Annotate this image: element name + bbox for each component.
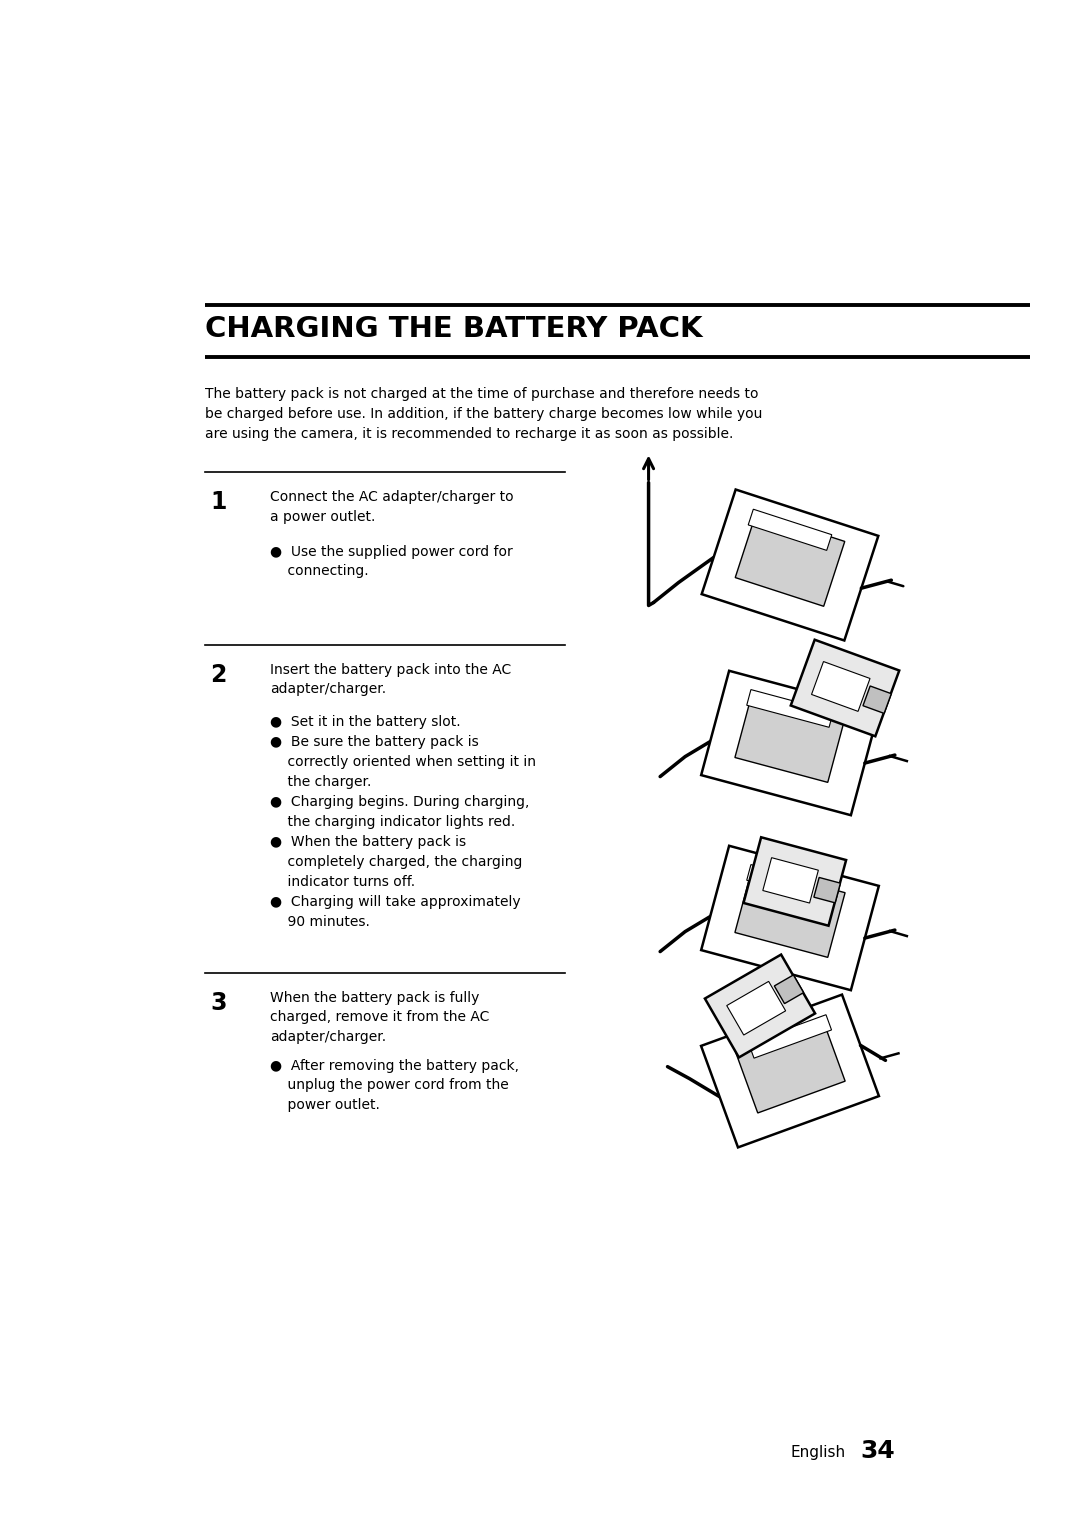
Polygon shape <box>774 976 804 1003</box>
Polygon shape <box>702 489 878 641</box>
Text: When the battery pack is fully
charged, remove it from the AC
adapter/charger.: When the battery pack is fully charged, … <box>270 991 489 1044</box>
Polygon shape <box>814 878 840 902</box>
Polygon shape <box>735 512 845 607</box>
Text: ●  After removing the battery pack,
    unplug the power cord from the
    power: ● After removing the battery pack, unplu… <box>270 1060 519 1112</box>
Text: ●  Set it in the battery slot.
●  Be sure the battery pack is
    correctly orie: ● Set it in the battery slot. ● Be sure … <box>270 716 536 930</box>
Text: ●  Use the supplied power cord for
    connecting.: ● Use the supplied power cord for connec… <box>270 544 513 578</box>
Text: 2: 2 <box>210 664 227 687</box>
Text: The battery pack is not charged at the time of purchase and therefore needs to
b: The battery pack is not charged at the t… <box>205 387 762 440</box>
Polygon shape <box>863 687 891 714</box>
Polygon shape <box>811 662 870 711</box>
Polygon shape <box>791 639 900 737</box>
Text: 3: 3 <box>210 991 227 1015</box>
Polygon shape <box>746 690 834 728</box>
Polygon shape <box>701 846 879 991</box>
Polygon shape <box>734 693 845 783</box>
Text: CHARGING THE BATTERY PACK: CHARGING THE BATTERY PACK <box>205 315 702 342</box>
Text: Connect the AC adapter/charger to
a power outlet.: Connect the AC adapter/charger to a powe… <box>270 489 514 523</box>
Polygon shape <box>701 671 879 815</box>
Polygon shape <box>701 994 879 1147</box>
Polygon shape <box>762 858 819 904</box>
Polygon shape <box>746 864 834 902</box>
Polygon shape <box>727 982 785 1035</box>
Polygon shape <box>743 838 846 925</box>
Polygon shape <box>734 1018 846 1113</box>
Polygon shape <box>705 954 815 1058</box>
Polygon shape <box>734 868 845 957</box>
Polygon shape <box>748 1015 832 1058</box>
Text: Insert the battery pack into the AC
adapter/charger.: Insert the battery pack into the AC adap… <box>270 664 511 697</box>
Text: 1: 1 <box>210 489 227 514</box>
Polygon shape <box>748 509 832 550</box>
Text: English: English <box>789 1445 846 1460</box>
Text: 34: 34 <box>860 1439 894 1463</box>
